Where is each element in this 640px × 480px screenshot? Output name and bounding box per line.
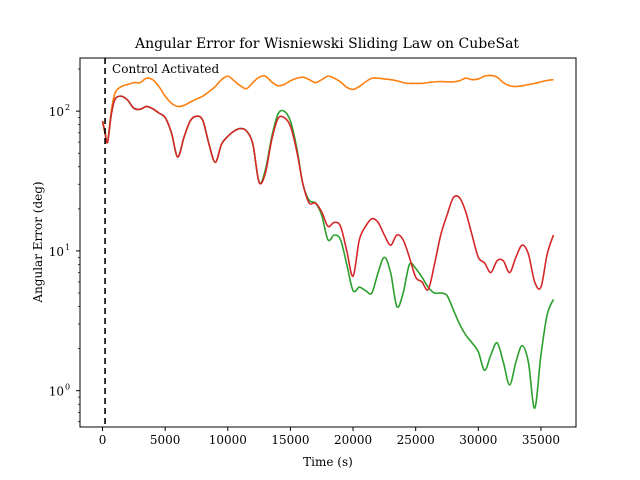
x-tick-label: 25000 (397, 433, 435, 447)
y-tick-exponent: 1 (65, 243, 70, 252)
x-axis-label: Time (s) (303, 455, 353, 469)
series-line-3 (101, 95, 555, 291)
y-tick-exponent: 2 (65, 103, 70, 112)
control-activated-annotation: Control Activated (112, 62, 219, 76)
x-tick-label: 5000 (150, 433, 181, 447)
y-tick-label: 10 (49, 385, 64, 399)
y-tick-label: 10 (49, 245, 64, 259)
plot-frame (79, 57, 577, 428)
chart-title: Angular Error for Wisniewski Sliding Law… (134, 36, 519, 52)
x-tick-label: 0 (99, 433, 107, 447)
x-tick-label: 20000 (334, 433, 372, 447)
x-tick-label: 35000 (522, 433, 560, 447)
series-group (101, 74, 555, 409)
y-tick-exponent: 0 (65, 383, 70, 392)
y-axis-label: Angular Error (deg) (31, 181, 45, 303)
x-tick-label: 15000 (271, 433, 309, 447)
y-tick-label: 10 (49, 105, 64, 119)
x-tick-label: 10000 (209, 433, 247, 447)
x-axis: 0 5000 10000 15000 20000 25000 30000 35000 (99, 427, 560, 447)
series-line-1 (101, 74, 554, 144)
x-tick-label: 30000 (459, 433, 497, 447)
